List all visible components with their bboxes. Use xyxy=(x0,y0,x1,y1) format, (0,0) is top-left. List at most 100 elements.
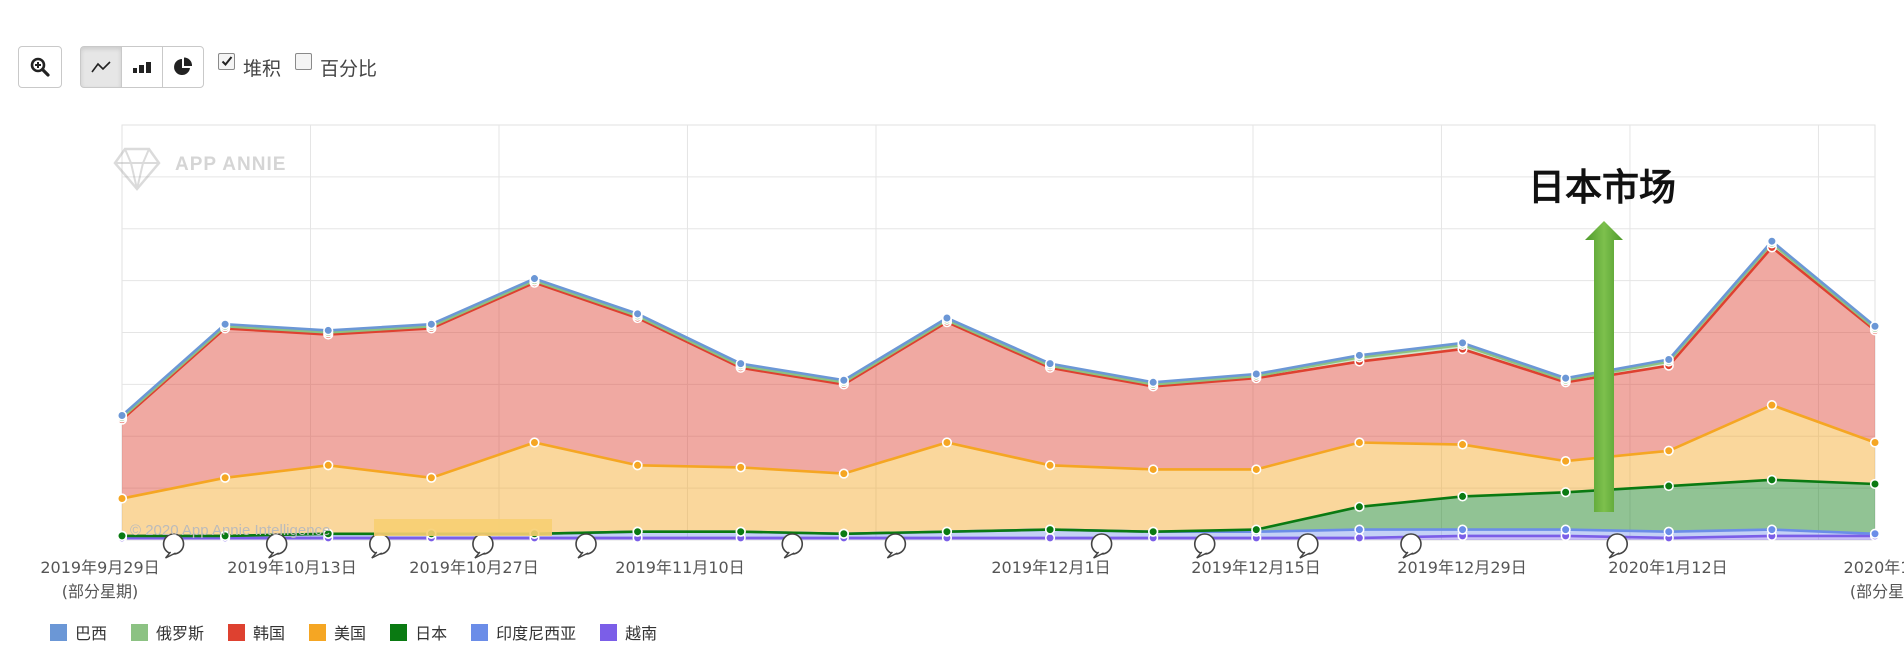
point-美国 xyxy=(220,472,231,483)
legend-item-japan[interactable]: 日本 xyxy=(390,620,447,644)
event-flag-tail xyxy=(1093,551,1104,559)
point-印度尼西亚 xyxy=(1766,524,1777,535)
app-annie-watermark: APP ANNIE xyxy=(113,147,286,191)
point-巴西 xyxy=(1354,350,1365,361)
point-美国 xyxy=(1457,439,1468,450)
point-美国 xyxy=(1663,445,1674,456)
point-日本 xyxy=(735,526,746,537)
point-巴西 xyxy=(1044,358,1056,369)
legend-item-korea[interactable]: 韩国 xyxy=(228,620,285,644)
legend-item-usa[interactable]: 美国 xyxy=(309,620,366,644)
event-flag-icon xyxy=(1606,533,1629,559)
point-巴西 xyxy=(1766,236,1777,247)
line-美国 xyxy=(121,403,1876,500)
point-巴西 xyxy=(1663,354,1674,365)
event-flag-tail xyxy=(1608,551,1620,559)
point-巴西 xyxy=(1251,368,1262,380)
point-日本 xyxy=(1869,478,1881,490)
legend-swatch xyxy=(50,623,67,641)
x-axis-sublabel: (部分星期) xyxy=(62,582,139,601)
point-印度尼西亚 xyxy=(1457,524,1468,535)
event-flag-icon xyxy=(368,533,391,559)
copyright-watermark: © 2020 App Annie Intelligence xyxy=(130,519,552,539)
point-美国 xyxy=(323,460,334,471)
point-巴西 xyxy=(838,375,849,386)
stacked-checkbox[interactable] xyxy=(218,52,235,70)
point-越南 xyxy=(1044,532,1056,544)
x-axis-label: 2019年10月13日 xyxy=(227,558,356,577)
point-美国 xyxy=(1560,456,1571,467)
event-flag-tail xyxy=(577,551,589,559)
event-flag-circle xyxy=(472,533,494,555)
area-韩国 xyxy=(122,247,1875,499)
annotation-arrow-icon xyxy=(1585,221,1623,512)
x-axis-label: 2019年11月10日 xyxy=(615,558,744,577)
point-美国 xyxy=(1251,464,1262,475)
point-美国 xyxy=(1869,437,1881,448)
point-巴西 xyxy=(1869,321,1881,332)
point-日本 xyxy=(323,528,334,539)
legend-label: 巴西 xyxy=(75,624,108,643)
point-巴西 xyxy=(1457,337,1468,348)
watermark-logo-text: APP ANNIE xyxy=(175,154,286,175)
point-日本 xyxy=(632,526,643,537)
event-flag-circle xyxy=(1606,533,1629,555)
pie-chart-button[interactable] xyxy=(162,46,204,88)
line-巴西 xyxy=(121,239,1876,417)
copyright-text: © 2020 App Annie Intelligence xyxy=(130,522,330,539)
point-印度尼西亚 xyxy=(1560,524,1571,535)
event-flag-icon xyxy=(472,533,494,559)
point-日本 xyxy=(1560,487,1571,498)
event-flag-tail xyxy=(783,551,795,559)
stacked-toggle[interactable]: 堆积 xyxy=(218,52,282,81)
zoom-button[interactable] xyxy=(18,46,62,88)
point-日本 xyxy=(1766,474,1777,485)
event-flag-icon xyxy=(781,533,804,559)
legend-item-indonesia[interactable]: 印度尼西亚 xyxy=(471,620,576,644)
legend-item-vietnam[interactable]: 越南 xyxy=(600,620,657,644)
event-flag-circle xyxy=(1090,533,1113,555)
x-axis-label: 2019年10月27日 xyxy=(409,558,538,577)
chart-grid xyxy=(121,124,1876,541)
bar-chart-icon xyxy=(133,62,151,73)
point-美国 xyxy=(838,468,849,479)
point-巴西 xyxy=(220,319,231,330)
legend-item-russia[interactable]: 俄罗斯 xyxy=(131,620,204,644)
stacked-label: 堆积 xyxy=(243,57,282,80)
event-flag-circle xyxy=(1400,533,1422,555)
legend-swatch xyxy=(390,623,408,641)
percent-label: 百分比 xyxy=(320,57,378,80)
event-flag-icon xyxy=(162,533,185,559)
area-美国 xyxy=(122,405,1875,536)
event-flag-circle xyxy=(368,533,391,555)
event-flag-circle xyxy=(575,533,597,555)
point-巴西 xyxy=(529,273,540,284)
annotation: 日本市场 xyxy=(1528,166,1676,512)
event-flag-tail xyxy=(474,551,486,559)
percent-toggle[interactable]: 百分比 xyxy=(295,52,378,81)
zoom-in-icon xyxy=(30,57,50,77)
percent-checkbox[interactable] xyxy=(295,52,313,70)
point-巴西 xyxy=(941,312,953,324)
x-axis-label: 2019年9月29日 xyxy=(40,558,159,577)
event-flag-icon xyxy=(1090,533,1113,559)
point-日本 xyxy=(1251,524,1262,535)
legend-label: 印度尼西亚 xyxy=(496,624,577,643)
legend-item-brazil[interactable]: 巴西 xyxy=(50,620,107,644)
line-chart-button[interactable] xyxy=(80,46,122,88)
point-巴西 xyxy=(426,319,437,330)
event-flag-circle xyxy=(781,533,804,555)
diamond-logo-icon xyxy=(113,147,161,191)
point-美国 xyxy=(941,437,953,448)
x-axis-sublabel: (部分星 xyxy=(1850,582,1904,601)
event-flag-icon xyxy=(575,533,597,559)
event-flag-tail xyxy=(1196,551,1208,559)
event-flags xyxy=(162,533,1629,559)
area-日本 xyxy=(122,479,1875,536)
point-美国 xyxy=(529,437,540,448)
legend-swatch xyxy=(131,623,149,641)
point-美国 xyxy=(735,462,746,473)
point-巴西 xyxy=(116,410,128,421)
point-巴西 xyxy=(1560,373,1571,384)
point-美国 xyxy=(116,493,128,504)
